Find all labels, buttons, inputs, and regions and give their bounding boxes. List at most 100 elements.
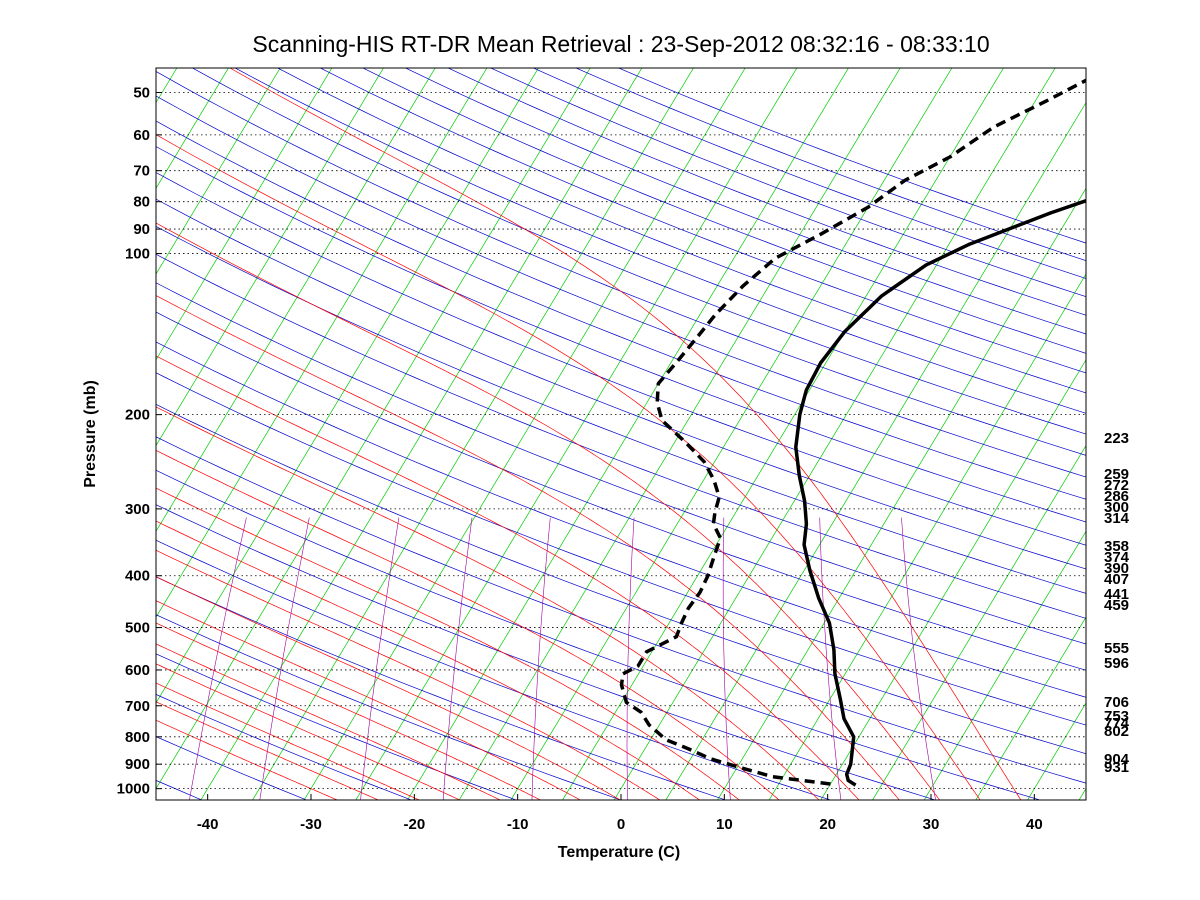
mixing-ratio-line (189, 517, 247, 800)
right-side-label: 314 (1104, 510, 1130, 527)
dry-adiabat-line (156, 653, 518, 800)
dry-adiabat-line (156, 198, 1086, 570)
plot-frame (155, 67, 1087, 801)
moist-adiabat-line (156, 355, 860, 800)
dry-adiabat-line (156, 253, 1086, 619)
dry-adiabat-line (234, 68, 1086, 414)
isotherm-line (923, 530, 1086, 800)
x-axis-label: Temperature (C) (558, 844, 680, 861)
moist-adiabat-line (156, 520, 701, 800)
isotherm-line (156, 68, 384, 447)
y-tick-label: 90 (133, 221, 150, 238)
dry-adiabat-line (404, 68, 1086, 335)
isotherm-line (156, 68, 436, 533)
right-side-label: 931 (1104, 759, 1129, 776)
y-tick-label: 1000 (117, 781, 150, 798)
dry-adiabat-line (156, 539, 832, 800)
isotherm-line (1130, 52, 1200, 802)
right-side-label: 774 (1104, 715, 1130, 732)
dry-adiabat-line (156, 71, 1086, 456)
mixing-ratio-line (901, 517, 936, 800)
isotherm-line (303, 68, 746, 800)
moist-adiabat-line (156, 600, 582, 800)
right-side-label: 286 (1104, 488, 1129, 505)
y-tick-label: 700 (125, 698, 150, 715)
thermodynamic-background-lines (0, 52, 1200, 802)
dry-adiabat-line (156, 372, 1086, 726)
y-axis-label: Pressure (mb) (82, 380, 99, 488)
dry-adiabat-line (156, 403, 1086, 755)
y-axis-ticks: 50 60 70 80 90 100 200 300 400 500 600 700 800 900 100… (117, 84, 162, 798)
isotherm-line (355, 68, 798, 800)
isotherm-line (1181, 52, 1200, 802)
pressure-gridlines (156, 92, 1086, 790)
isotherm-line (562, 68, 1004, 800)
right-side-label: 300 (1104, 499, 1129, 516)
moist-adiabat-line (156, 643, 502, 800)
right-side-label: 904 (1104, 751, 1130, 768)
dewpoint-profile-line (619, 78, 1086, 786)
isotherm-line (0, 52, 135, 802)
isotherm-line (768, 273, 1086, 800)
right-side-label: 555 (1104, 640, 1129, 657)
isotherm-line (975, 616, 1086, 800)
sounding-profiles (619, 78, 1086, 787)
x-tick-label: -40 (197, 816, 219, 833)
right-side-label: 596 (1104, 655, 1129, 672)
moist-adiabat-line (156, 719, 339, 800)
isotherm-line (0, 52, 83, 802)
dry-adiabat-line (156, 469, 1042, 800)
dry-adiabat-line (156, 120, 1086, 500)
dry-adiabat-line (319, 68, 1086, 374)
y-tick-label: 200 (125, 407, 150, 424)
right-side-label: 259 (1104, 466, 1129, 483)
isotherm-line (156, 68, 281, 275)
dry-adiabat-line (156, 226, 1086, 594)
right-side-label: 272 (1104, 477, 1129, 494)
isotherm-line (613, 68, 1056, 800)
mixing-ratio-line (819, 517, 842, 800)
mixing-ratio-line (531, 517, 551, 800)
dry-adiabat-line (156, 172, 1086, 546)
x-tick-label: -20 (403, 816, 425, 833)
mixing-ratio-line (442, 517, 473, 800)
isotherm-line (0, 52, 32, 802)
dry-adiabat-line (447, 68, 1086, 316)
y-tick-label: 70 (133, 163, 150, 180)
right-side-label: 441 (1104, 586, 1129, 603)
moist-adiabat-line (156, 622, 542, 800)
dry-adiabat-line (156, 95, 1086, 478)
x-tick-label: 30 (923, 816, 940, 833)
moist-adiabat-line (156, 406, 820, 800)
isotherm-line (665, 101, 1086, 800)
mixing-ratio-line (626, 517, 635, 800)
mixing-ratio-line (360, 517, 400, 800)
moist-adiabat-line (229, 68, 1022, 800)
isotherm-line (252, 68, 694, 800)
right-side-label: 753 (1104, 708, 1129, 725)
isotherm-line (156, 68, 488, 618)
x-tick-label: -30 (300, 816, 322, 833)
moist-adiabat-line (156, 487, 740, 800)
x-tick-label: 20 (819, 816, 836, 833)
isotherm-line (407, 68, 849, 800)
y-tick-label: 50 (133, 84, 150, 101)
dry-adiabat-line (156, 146, 1086, 523)
moist-adiabat-line (156, 682, 421, 800)
dry-adiabat-line (575, 68, 1086, 261)
isotherm-line (1078, 787, 1086, 800)
isotherm-line (820, 359, 1086, 800)
y-tick-label: 100 (125, 246, 150, 263)
moist-adiabat-line (156, 663, 461, 800)
right-side-label: 802 (1104, 723, 1129, 740)
dry-adiabat-line (156, 780, 203, 800)
y-tick-label: 80 (133, 194, 150, 211)
chart-title: Scanning-HIS RT-DR Mean Retrieval : 23-S… (252, 31, 989, 57)
dry-adiabat-line (156, 311, 1086, 671)
dry-adiabat-line (156, 504, 937, 800)
isotherm-line (717, 187, 1086, 800)
right-side-label: 390 (1104, 560, 1129, 577)
moist-adiabat-line (156, 450, 780, 800)
